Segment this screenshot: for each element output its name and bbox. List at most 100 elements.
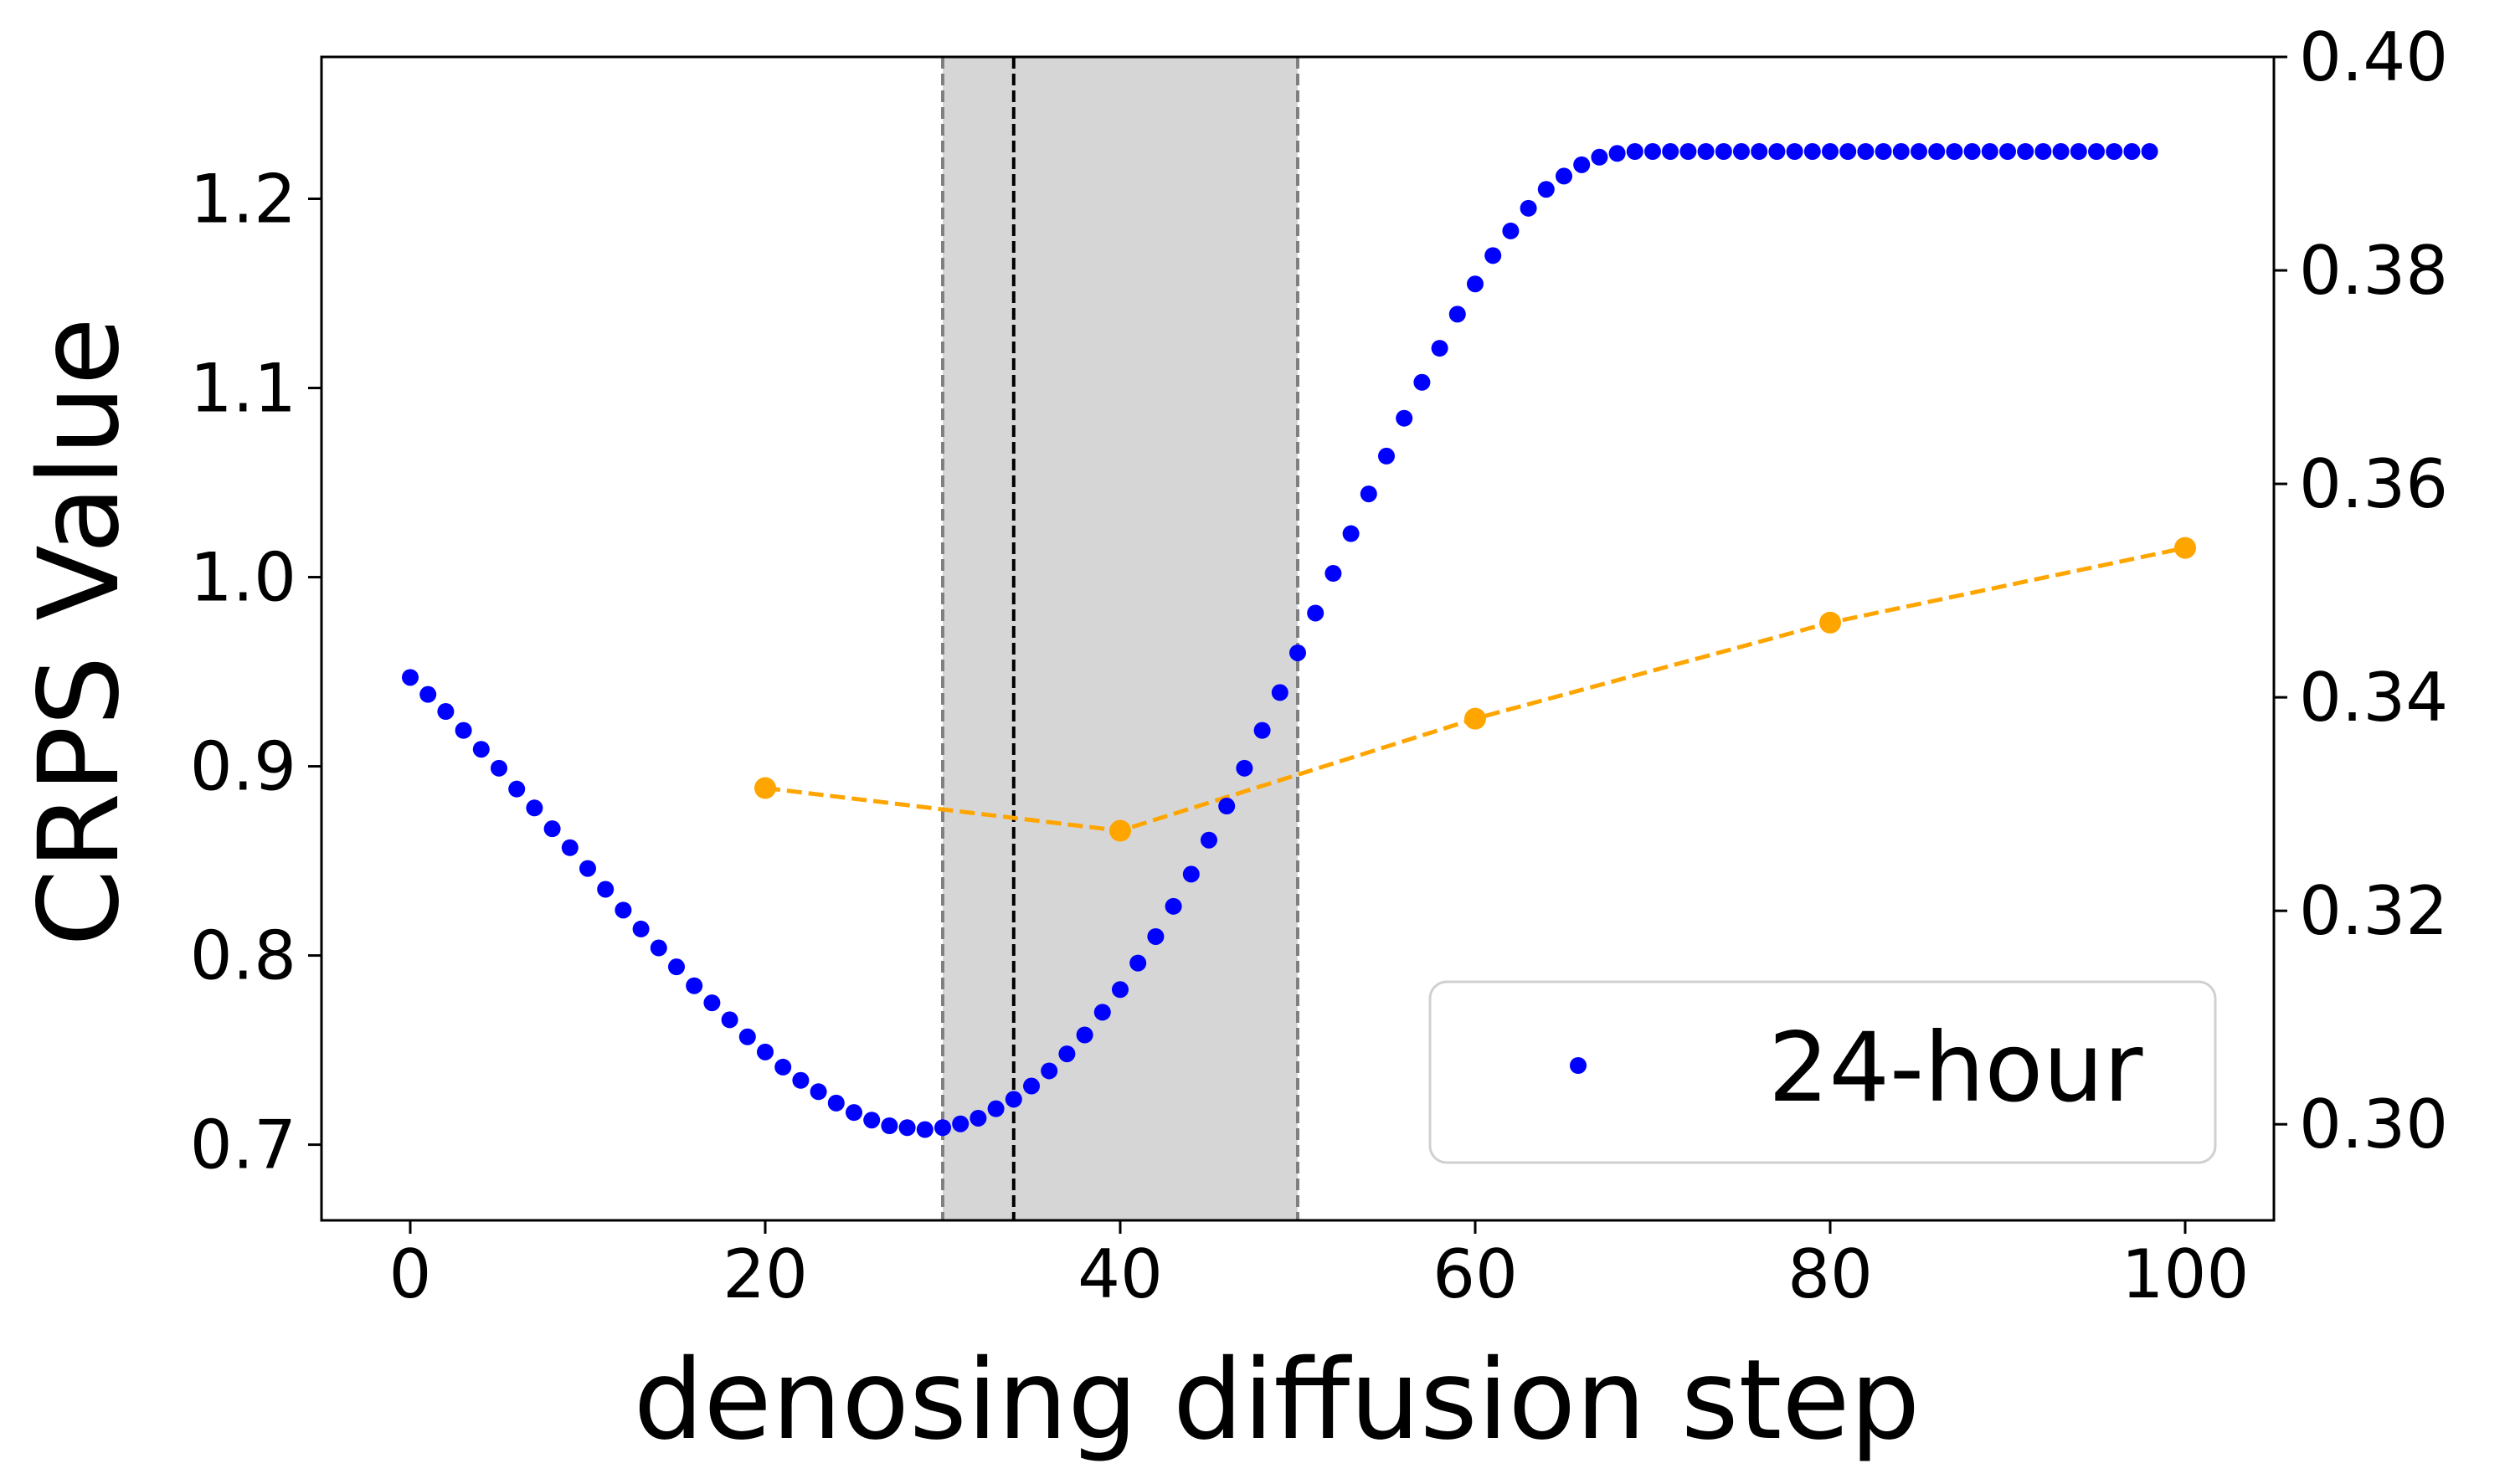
x-axis-title: denosing diffusion step bbox=[634, 1336, 1921, 1465]
point-24-hour bbox=[526, 799, 543, 817]
point-24-hour bbox=[686, 977, 703, 994]
point-24-hour bbox=[1803, 143, 1821, 161]
point-24-hour bbox=[1591, 148, 1608, 166]
point-24-hour bbox=[1662, 143, 1679, 161]
secondary-series-marker bbox=[1464, 707, 1486, 730]
point-24-hour bbox=[881, 1117, 898, 1134]
point-24-hour bbox=[2106, 143, 2123, 161]
point-24-hour bbox=[1201, 831, 1217, 849]
secondary-series-marker bbox=[2174, 537, 2196, 559]
point-24-hour bbox=[1875, 143, 1892, 161]
point-24-hour bbox=[1378, 447, 1395, 465]
point-24-hour bbox=[1271, 684, 1288, 701]
point-24-hour bbox=[738, 1028, 756, 1045]
point-24-hour bbox=[810, 1083, 827, 1101]
point-24-hour bbox=[952, 1115, 970, 1132]
point-24-hour bbox=[1467, 275, 1484, 293]
y-tick-label: 1.2 bbox=[190, 161, 296, 239]
point-24-hour bbox=[1679, 143, 1697, 161]
point-24-hour bbox=[1697, 143, 1715, 161]
point-24-hour bbox=[2141, 143, 2158, 161]
point-24-hour bbox=[1644, 143, 1661, 161]
point-24-hour bbox=[1023, 1077, 1040, 1095]
y2-tick-label: 0.30 bbox=[2299, 1086, 2448, 1163]
point-24-hour bbox=[2123, 143, 2141, 161]
point-24-hour bbox=[1218, 798, 1236, 815]
point-24-hour bbox=[2034, 143, 2052, 161]
point-24-hour bbox=[916, 1121, 934, 1138]
secondary-series-marker bbox=[1109, 819, 1131, 842]
y-tick-label: 1.0 bbox=[190, 539, 296, 617]
legend-label: 24-hour bbox=[1768, 1012, 2142, 1123]
plot-frame bbox=[320, 55, 2276, 1222]
point-24-hour bbox=[846, 1104, 862, 1122]
point-24-hour bbox=[1786, 143, 1803, 161]
point-24-hour bbox=[1857, 143, 1875, 161]
secondary-series-marker bbox=[1819, 611, 1841, 634]
point-24-hour bbox=[1236, 759, 1253, 777]
point-24-hour bbox=[1608, 145, 1626, 162]
point-24-hour bbox=[1981, 143, 1998, 161]
point-24-hour bbox=[1733, 143, 1750, 161]
point-24-hour bbox=[1999, 143, 2016, 161]
legend: 24-hour bbox=[1428, 980, 2217, 1164]
x-tick-label: 60 bbox=[1432, 1235, 1518, 1313]
point-24-hour bbox=[1129, 954, 1147, 972]
point-24-hour bbox=[1413, 373, 1431, 391]
point-24-hour bbox=[1892, 143, 1910, 161]
point-24-hour bbox=[2070, 143, 2087, 161]
plot-area bbox=[320, 55, 2276, 1222]
point-24-hour bbox=[1253, 721, 1271, 739]
y2-tick-label: 0.32 bbox=[2299, 872, 2448, 950]
point-24-hour bbox=[1076, 1026, 1093, 1044]
y2-tick-label: 0.34 bbox=[2299, 659, 2448, 737]
point-24-hour bbox=[1165, 897, 1182, 915]
y2-tick-label: 0.38 bbox=[2299, 232, 2448, 310]
point-24-hour bbox=[419, 686, 437, 703]
point-24-hour bbox=[455, 721, 472, 739]
point-24-hour bbox=[1751, 143, 1768, 161]
point-24-hour bbox=[1537, 181, 1555, 198]
point-24-hour bbox=[1058, 1045, 1076, 1063]
x-tick-label: 0 bbox=[389, 1235, 432, 1313]
point-24-hour bbox=[1520, 199, 1537, 217]
y-axis-title: CRPS Value bbox=[15, 317, 144, 947]
point-24-hour bbox=[1342, 525, 1360, 542]
point-24-hour bbox=[508, 780, 526, 798]
point-24-hour bbox=[1041, 1062, 1058, 1080]
point-24-hour bbox=[1626, 143, 1643, 161]
point-24-hour bbox=[1431, 340, 1448, 357]
point-24-hour bbox=[579, 860, 596, 877]
point-24-hour bbox=[703, 994, 721, 1012]
point-24-hour bbox=[597, 881, 615, 898]
point-24-hour bbox=[1911, 143, 1927, 161]
point-24-hour bbox=[1005, 1091, 1022, 1108]
point-24-hour bbox=[721, 1011, 738, 1029]
point-24-hour bbox=[1484, 247, 1502, 264]
point-24-hour bbox=[934, 1119, 951, 1137]
point-24-hour bbox=[757, 1043, 774, 1060]
point-24-hour bbox=[1556, 167, 1572, 185]
point-24-hour bbox=[1448, 306, 1466, 323]
point-24-hour bbox=[1093, 1004, 1111, 1021]
point-24-hour bbox=[1715, 143, 1732, 161]
point-24-hour bbox=[987, 1100, 1005, 1117]
point-24-hour bbox=[1112, 981, 1129, 999]
point-24-hour bbox=[863, 1112, 881, 1129]
y-tick-label: 1.1 bbox=[190, 350, 296, 428]
point-24-hour bbox=[1307, 604, 1324, 622]
point-24-hour bbox=[650, 939, 667, 957]
point-24-hour bbox=[1822, 143, 1839, 161]
point-24-hour bbox=[2052, 143, 2070, 161]
x-tick-label: 40 bbox=[1078, 1235, 1163, 1313]
legend-box bbox=[1428, 980, 2217, 1164]
point-24-hour bbox=[898, 1119, 916, 1137]
y-tick-label: 0.7 bbox=[190, 1107, 296, 1184]
point-24-hour bbox=[1324, 565, 1342, 583]
x-tick-label: 80 bbox=[1787, 1235, 1873, 1313]
axis-ticks: 0 20 40 60 80 100 0.7 0.8 0.9 1.0 1.1 1.2 0.30 0.32 0.… bbox=[190, 18, 2448, 1313]
point-24-hour bbox=[668, 958, 685, 976]
point-24-hour bbox=[2017, 143, 2034, 161]
y-tick-label: 0.8 bbox=[190, 917, 296, 995]
